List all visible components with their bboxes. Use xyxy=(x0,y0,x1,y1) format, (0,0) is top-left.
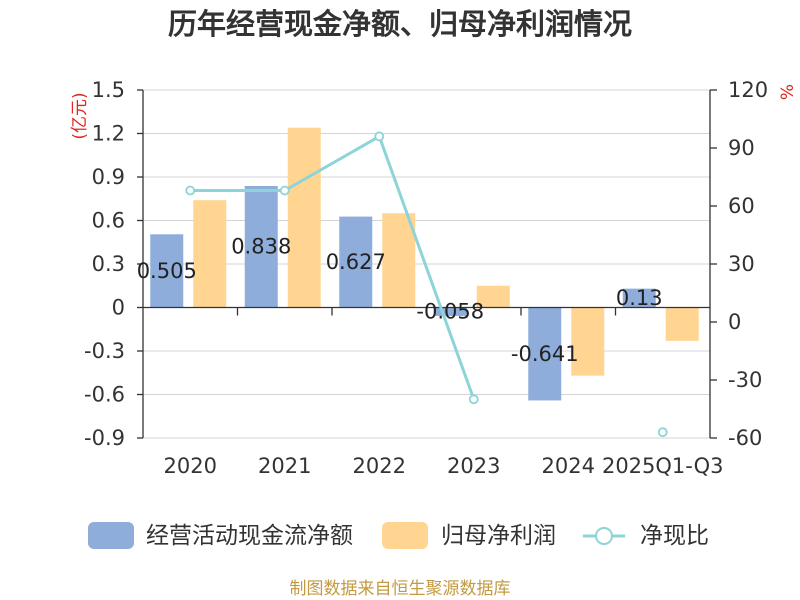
x-category-label: 2021 xyxy=(258,454,311,478)
bar-value-label: 0.13 xyxy=(616,286,663,310)
legend-label-operating-cash-flow: 经营活动现金流净额 xyxy=(146,523,353,549)
legend-item-net-profit[interactable]: 归母净利润 xyxy=(382,522,556,549)
y-left-tick-label: 0 xyxy=(112,296,125,320)
y-right-tick-label: 0 xyxy=(728,310,741,334)
gridlines xyxy=(143,89,710,439)
line-point-cash-ratio xyxy=(279,185,290,196)
axes: 1.5 1.2 0.9 0.6 0.3 0 -0.3 -0.6 -0.9 120 90 60 30 0 -3… xyxy=(84,78,768,478)
bar-net-profit xyxy=(193,200,227,308)
y-right-tick-label: 90 xyxy=(728,136,755,160)
legend-item-operating-cash-flow[interactable]: 经营活动现金流净额 xyxy=(88,522,353,549)
y-left-tick-label: -0.3 xyxy=(84,339,125,363)
legend-item-cash-ratio[interactable]: 净现比 xyxy=(583,523,709,549)
line-point-cash-ratio xyxy=(657,427,668,438)
y-right-axis-title: % xyxy=(778,84,798,100)
bar-operating-cash-flow xyxy=(528,307,562,401)
x-category-label: 2025Q1-Q3 xyxy=(602,454,724,478)
legend-label-cash-ratio: 净现比 xyxy=(640,523,709,549)
y-right-tick-label: 30 xyxy=(728,252,755,276)
y-left-tick-label: 0.6 xyxy=(92,209,125,233)
bar-operating-cash-flow xyxy=(339,216,373,308)
x-category-label: 2024 xyxy=(542,454,595,478)
y-left-tick-label: -0.9 xyxy=(84,426,125,450)
bar-series xyxy=(150,127,699,401)
y-right-tick-label: -60 xyxy=(728,426,762,450)
bar-net-profit xyxy=(287,127,321,308)
line-point-cash-ratio xyxy=(468,394,479,405)
y-left-tick-label: -0.6 xyxy=(84,383,125,407)
legend-marker-cash-ratio xyxy=(595,527,613,545)
x-category-label: 2020 xyxy=(164,454,217,478)
legend-label-net-profit: 归母净利润 xyxy=(441,523,556,549)
legend: 经营活动现金流净额 归母净利润 净现比 xyxy=(88,522,709,549)
bar-net-profit xyxy=(382,213,416,308)
y-left-tick-label: 1.2 xyxy=(92,122,125,146)
y-left-axis-title: (亿元) xyxy=(70,92,90,139)
y-left-tick-label: 1.5 xyxy=(92,78,125,102)
bar-value-label: -0.058 xyxy=(416,300,484,324)
legend-swatch-operating-cash-flow xyxy=(88,522,134,549)
bar-operating-cash-flow xyxy=(150,234,184,308)
line-series xyxy=(185,131,668,438)
y-right-tick-label: 120 xyxy=(728,78,768,102)
bar-operating-cash-flow xyxy=(622,288,656,308)
x-category-label: 2023 xyxy=(447,454,500,478)
legend-swatch-net-profit xyxy=(382,522,428,549)
y-right-tick-label: -30 xyxy=(728,368,762,392)
bar-net-profit xyxy=(476,285,510,308)
chart-title: 历年经营现金净额、归母净利润情况 xyxy=(168,7,632,41)
bar-net-profit xyxy=(665,307,699,341)
bar-value-label: 0.838 xyxy=(231,235,291,259)
bar-value-label: -0.641 xyxy=(511,342,579,366)
y-left-tick-label: 0.3 xyxy=(92,252,125,276)
bar-value-labels: 0.505 0.838 0.627 -0.058 -0.641 0.13 xyxy=(137,235,663,366)
bar-value-label: 0.627 xyxy=(326,250,386,274)
x-category-label: 2022 xyxy=(353,454,406,478)
line-point-cash-ratio xyxy=(185,185,196,196)
data-source-note: 制图数据来自恒生聚源数据库 xyxy=(290,579,511,599)
bar-net-profit xyxy=(571,307,605,376)
line-point-cash-ratio xyxy=(374,131,385,142)
bar-operating-cash-flow xyxy=(433,307,467,316)
y-left-tick-label: 0.9 xyxy=(92,165,125,189)
bar-value-label: 0.505 xyxy=(137,259,197,283)
bar-operating-cash-flow xyxy=(244,185,278,308)
y-right-tick-label: 60 xyxy=(728,194,755,218)
